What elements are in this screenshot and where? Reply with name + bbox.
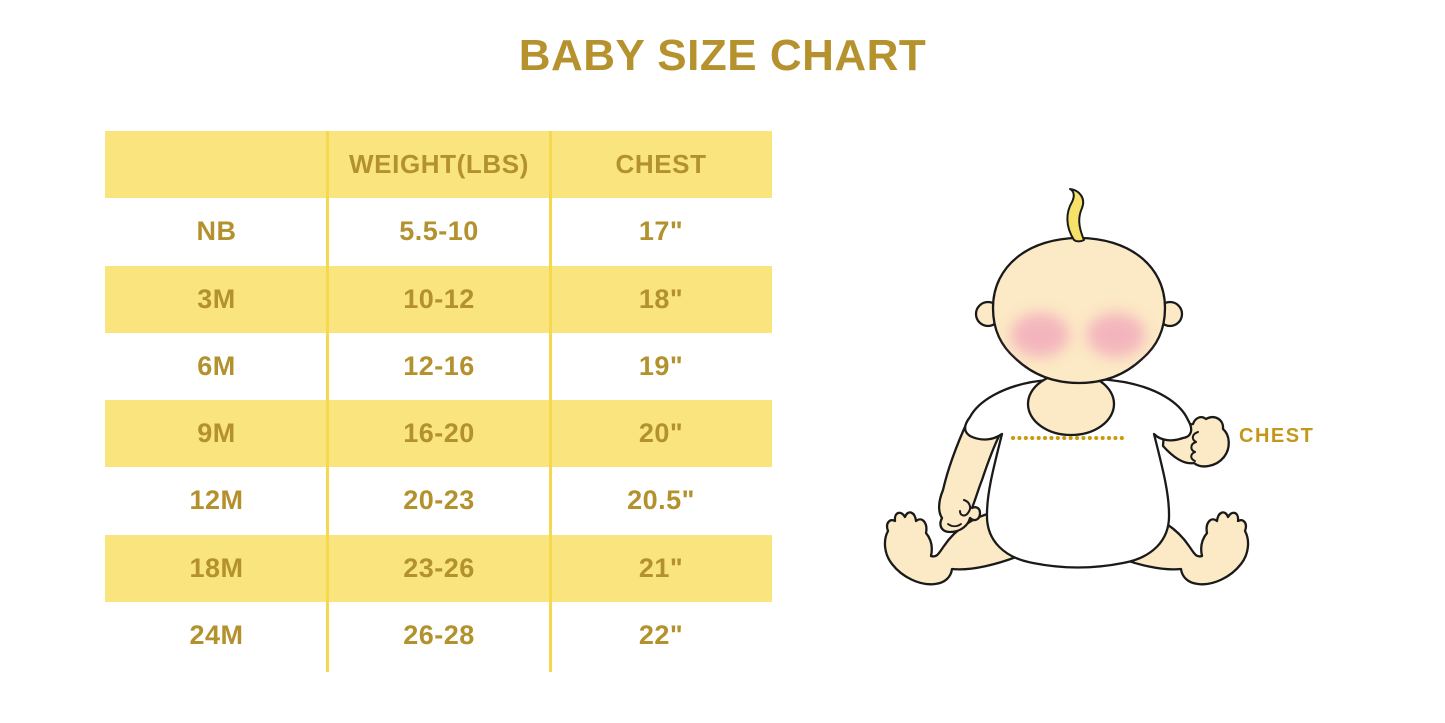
baby-head: [991, 236, 1167, 385]
header-chest-cell: CHEST: [615, 149, 707, 180]
table-row: 18M 23-26 21": [105, 534, 772, 602]
chest-cell: 18": [638, 283, 684, 314]
column-divider: [549, 131, 552, 672]
weight-cell: 12-16: [403, 350, 475, 381]
size-table: WEIGHT(LBS) CHEST NB 5.5-10 17" 3M 10-12…: [105, 131, 772, 672]
table-row: 3M 10-12 18": [105, 265, 772, 333]
chest-measurement-label: CHEST: [1239, 425, 1315, 447]
weight-cell: 16-20: [403, 418, 475, 449]
baby-illustration: [883, 188, 1250, 586]
size-cell: NB: [196, 216, 237, 247]
chest-cell: 22": [638, 619, 684, 650]
table-row: 9M 16-20 20": [105, 400, 772, 468]
weight-cell: 5.5-10: [399, 216, 479, 247]
header-weight-cell: WEIGHT(LBS): [349, 149, 529, 180]
baby-shirt: [963, 377, 1193, 569]
page-title: BABY SIZE CHART: [518, 31, 927, 80]
baby-left-arm: [937, 418, 1002, 534]
size-cell: 24M: [189, 619, 244, 650]
size-cell: 9M: [197, 418, 236, 449]
table-row: NB 5.5-10 17": [105, 198, 772, 265]
baby-left-cheek: [1011, 313, 1069, 357]
table-row: 12M 20-23 20.5": [105, 467, 772, 534]
weight-cell: 10-12: [403, 283, 475, 314]
chest-cell: 17": [638, 216, 684, 247]
weight-cell: 26-28: [403, 619, 475, 650]
chest-cell: 20.5": [627, 485, 695, 516]
baby-right-cheek: [1087, 313, 1145, 357]
baby-hair-curl: [1066, 188, 1085, 243]
chest-cell: 19": [638, 350, 684, 381]
table-header-row: WEIGHT(LBS) CHEST: [105, 131, 772, 199]
table-row: 6M 12-16 19": [105, 333, 772, 400]
chest-cell: 20": [638, 418, 684, 449]
weight-cell: 23-26: [403, 552, 475, 583]
size-cell: 6M: [197, 350, 236, 381]
size-cell: 12M: [189, 485, 244, 516]
size-cell: 3M: [197, 283, 236, 314]
table-row: 24M 26-28 22": [105, 602, 772, 669]
column-divider: [326, 131, 329, 672]
size-cell: 18M: [189, 552, 244, 583]
chest-cell: 21": [638, 552, 684, 583]
weight-cell: 20-23: [403, 485, 475, 516]
